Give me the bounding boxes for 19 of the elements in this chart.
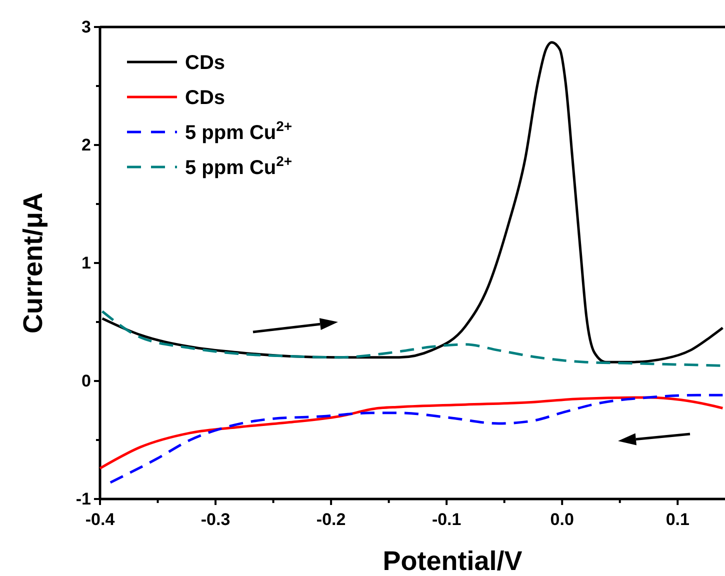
text: 0.0	[550, 510, 574, 529]
x-tick-label: 0.1	[666, 510, 690, 529]
x-tick-label: -0.3	[200, 510, 230, 529]
y-tick-label: -1	[76, 489, 91, 508]
y-tick-label: 3	[82, 17, 91, 36]
legend-label: CDs	[185, 52, 226, 74]
x-tick-label: -0.1	[432, 510, 462, 529]
x-tick-label: -0.2	[316, 510, 346, 529]
y-tick-label: 2	[82, 135, 91, 154]
legend-label: CDs	[185, 87, 226, 109]
x-axis-title: Potential/V	[382, 546, 522, 576]
line-series	[109, 394, 724, 484]
y-tick-label: 1	[82, 253, 91, 272]
line-series	[98, 396, 724, 470]
x-tick-label: -0.4	[85, 510, 116, 529]
legend-label: 5 ppm Cu$^{2+}$	[185, 118, 292, 144]
y-tick-label: 0	[82, 371, 91, 390]
y-axis-title: Current/μA	[18, 192, 48, 334]
legend-label: 5 ppm Cu$^{2+}$	[185, 153, 292, 179]
